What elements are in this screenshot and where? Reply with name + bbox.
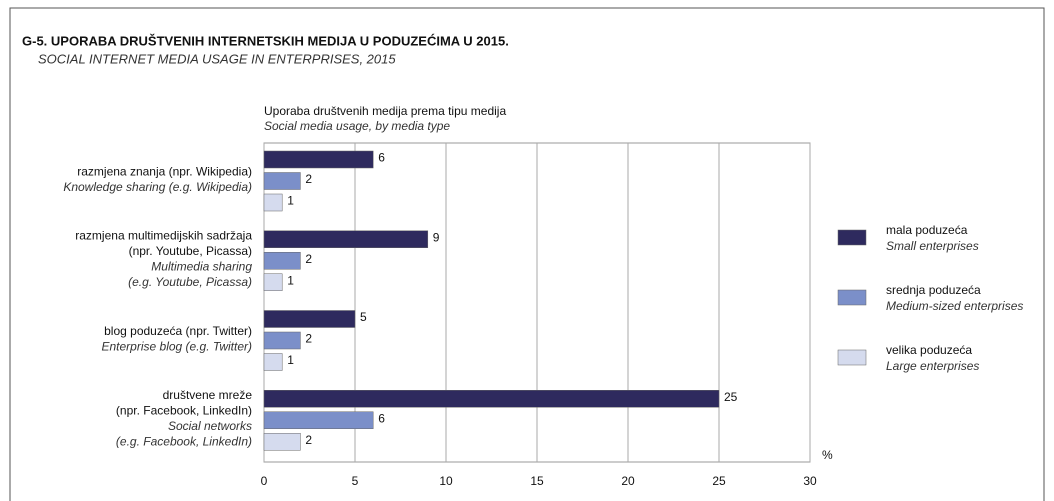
value-label: 1 [287, 194, 294, 208]
category-label: (npr. Facebook, LinkedIn) [116, 404, 252, 418]
value-label: 2 [305, 252, 312, 266]
category-label: (e.g. Facebook, LinkedIn) [116, 435, 252, 449]
chart-title: G-5. UPORABA DRUŠTVENIH INTERNETSKIH MED… [22, 33, 509, 48]
frame [9, 7, 1045, 501]
value-label: 2 [305, 433, 312, 447]
bar [263, 331, 301, 350]
legend-label: srednja poduzeća [886, 283, 981, 297]
value-label: 25 [724, 390, 738, 404]
x-tick-label: 10 [439, 474, 453, 488]
value-label: 1 [287, 353, 294, 367]
bar [263, 390, 720, 408]
category-label: Multimedia sharing [151, 260, 252, 274]
x-tick-label: 25 [712, 474, 726, 488]
plot-subtitle: Social media usage, by media type [264, 119, 450, 133]
legend-swatch [837, 229, 867, 246]
bar [263, 433, 301, 451]
bar [263, 150, 374, 169]
x-tick-label: 15 [530, 474, 544, 488]
value-label: 6 [378, 151, 385, 165]
category-label: razmjena multimedijskih sadržaja [75, 229, 252, 243]
legend-label-en: Small enterprises [886, 239, 979, 253]
category-label: (npr. Youtube, Picassa) [129, 244, 252, 258]
legend-label-en: Medium-sized enterprises [886, 299, 1023, 313]
bar [263, 411, 374, 429]
chart-subtitle: SOCIAL INTERNET MEDIA USAGE IN ENTERPRIS… [38, 51, 396, 66]
category-label: razmjena znanja (npr. Wikipedia) [77, 164, 252, 178]
legend-label: mala poduzeća [886, 223, 968, 237]
bar [263, 353, 283, 371]
plot-title: Uporaba društvenih medija prema tipu med… [264, 104, 506, 118]
category-label: (e.g. Youtube, Picassa) [128, 275, 252, 289]
value-label: 2 [305, 332, 312, 346]
bar [263, 230, 429, 248]
legend-swatch [837, 349, 867, 366]
value-label: 5 [360, 310, 367, 324]
bar [263, 252, 301, 270]
bar [263, 273, 283, 291]
value-label: 2 [305, 172, 312, 186]
bar [263, 193, 283, 212]
x-tick-label: 30 [803, 474, 817, 488]
x-tick-label: 20 [621, 474, 635, 488]
legend-label: velika poduzeća [886, 343, 972, 357]
category-label: Knowledge sharing (e.g. Wikipedia) [63, 180, 252, 194]
x-axis-label: % [822, 448, 833, 462]
value-label: 6 [378, 411, 385, 425]
category-label: društvene mreže [163, 388, 253, 402]
bar [263, 310, 356, 328]
legend-label-en: Large enterprises [886, 359, 979, 373]
bar [263, 172, 301, 190]
category-label: Social networks [168, 419, 252, 433]
value-label: 9 [433, 230, 440, 244]
x-tick-label: 0 [261, 474, 268, 488]
category-label: blog poduzeća (npr. Twitter) [104, 324, 252, 338]
value-label: 1 [287, 273, 294, 287]
category-label: Enterprise blog (e.g. Twitter) [102, 339, 253, 353]
x-tick-label: 5 [352, 474, 359, 488]
legend-swatch [837, 289, 867, 306]
